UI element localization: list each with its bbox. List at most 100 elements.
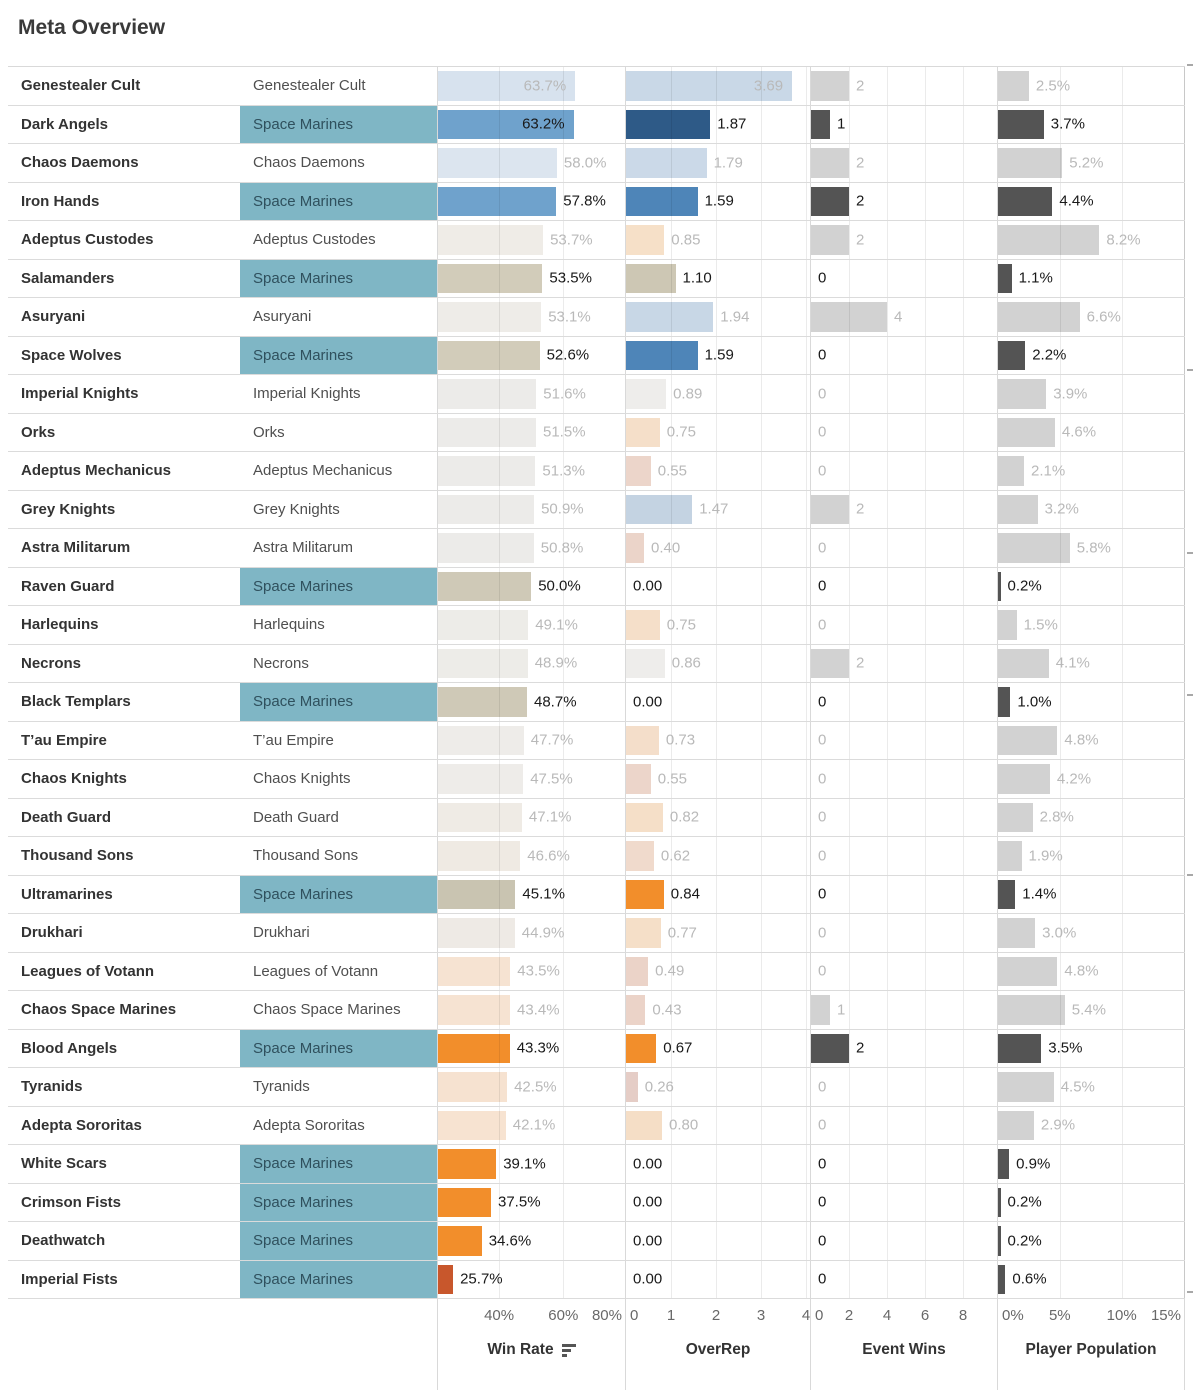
overrep-bar[interactable] [626, 533, 644, 563]
overrep-bar[interactable] [626, 71, 793, 101]
win-rate-bar[interactable] [438, 687, 527, 717]
overrep-bar[interactable] [626, 186, 698, 216]
overrep-bar[interactable] [626, 456, 651, 486]
faction-name-cell[interactable]: T’au Empire [21, 731, 107, 749]
faction-name-cell[interactable]: Asuryani [21, 308, 86, 326]
overrep-bar[interactable] [626, 225, 665, 255]
event-wins-bar[interactable] [811, 1033, 849, 1063]
win-rate-bar[interactable] [438, 841, 521, 871]
faction-name-cell[interactable]: Crimson Fists [21, 1193, 122, 1211]
overrep-bar[interactable] [626, 148, 707, 178]
player-population-bar[interactable] [998, 1226, 1001, 1256]
faction-name-cell[interactable]: Harlequins [21, 616, 99, 634]
player-population-bar[interactable] [998, 841, 1022, 871]
faction-name-cell[interactable]: Astra Militarum [21, 539, 131, 557]
event-wins-bar[interactable] [811, 148, 849, 178]
parent-faction-cell[interactable]: Space Marines [240, 259, 437, 297]
overrep-bar[interactable] [626, 1110, 662, 1140]
faction-name-cell[interactable]: Tyranids [21, 1078, 83, 1096]
player-population-bar[interactable] [998, 918, 1036, 948]
player-population-bar[interactable] [998, 379, 1047, 409]
overrep-bar[interactable] [626, 379, 667, 409]
win-rate-bar[interactable] [438, 879, 516, 909]
overrep-bar[interactable] [626, 995, 646, 1025]
win-rate-bar[interactable] [438, 71, 576, 101]
win-rate-bar[interactable] [438, 571, 532, 601]
win-rate-bar[interactable] [438, 1187, 491, 1217]
faction-name-cell[interactable]: Imperial Knights [21, 385, 139, 403]
win-rate-bar[interactable] [438, 956, 511, 986]
parent-faction-cell[interactable]: Leagues of Votann [253, 962, 379, 980]
win-rate-bar[interactable] [438, 725, 524, 755]
win-rate-bar[interactable] [438, 379, 537, 409]
overrep-bar[interactable] [626, 648, 665, 678]
event-wins-bar[interactable] [811, 186, 849, 216]
faction-name-cell[interactable]: Raven Guard [21, 577, 115, 595]
win-rate-bar[interactable] [438, 533, 534, 563]
win-rate-bar[interactable] [438, 764, 524, 794]
player-population-bar[interactable] [998, 1072, 1054, 1102]
parent-faction-cell[interactable]: Necrons [253, 654, 309, 672]
player-population-bar[interactable] [998, 995, 1065, 1025]
parent-faction-cell[interactable]: Grey Knights [253, 500, 340, 518]
overrep-bar[interactable] [626, 610, 660, 640]
win-rate-bar[interactable] [438, 1149, 497, 1179]
parent-faction-cell[interactable]: Space Marines [240, 567, 437, 605]
faction-name-cell[interactable]: Drukhari [21, 924, 83, 942]
faction-name-cell[interactable]: Chaos Knights [21, 770, 127, 788]
overrep-bar[interactable] [626, 725, 659, 755]
faction-name-cell[interactable]: Leagues of Votann [21, 962, 155, 980]
faction-name-cell[interactable]: Salamanders [21, 269, 115, 287]
faction-name-cell[interactable]: Necrons [21, 654, 82, 672]
overrep-bar[interactable] [626, 494, 693, 524]
player-population-bar[interactable] [998, 648, 1049, 678]
faction-name-cell[interactable]: Space Wolves [21, 346, 122, 364]
overrep-bar[interactable] [626, 879, 664, 909]
player-population-bar[interactable] [998, 687, 1011, 717]
event-wins-bar[interactable] [811, 648, 849, 678]
player-population-bar[interactable] [998, 263, 1012, 293]
event-wins-bar[interactable] [811, 995, 830, 1025]
parent-faction-cell[interactable]: Chaos Knights [253, 770, 351, 788]
player-population-bar[interactable] [998, 802, 1033, 832]
parent-faction-cell[interactable]: Chaos Space Marines [253, 1001, 401, 1019]
parent-faction-cell[interactable]: Death Guard [253, 808, 339, 826]
parent-faction-cell[interactable]: Genestealer Cult [253, 77, 366, 95]
parent-faction-cell[interactable]: Space Marines [240, 1260, 437, 1298]
faction-name-cell[interactable]: Thousand Sons [21, 847, 134, 865]
overrep-bar[interactable] [626, 263, 676, 293]
faction-name-cell[interactable]: Deathwatch [21, 1232, 106, 1250]
parent-faction-cell[interactable]: Space Marines [240, 1222, 437, 1260]
player-population-bar[interactable] [998, 109, 1044, 139]
player-population-bar[interactable] [998, 417, 1055, 447]
faction-name-cell[interactable]: Genestealer Cult [21, 77, 141, 95]
faction-name-cell[interactable]: Chaos Space Marines [21, 1001, 177, 1019]
player-population-bar[interactable] [998, 956, 1058, 986]
faction-name-cell[interactable]: Ultramarines [21, 885, 113, 903]
player-population-bar[interactable] [998, 1264, 1006, 1294]
faction-name-cell[interactable]: Grey Knights [21, 500, 116, 518]
parent-faction-cell[interactable]: Space Marines [240, 182, 437, 220]
event-wins-bar[interactable] [811, 494, 849, 524]
event-wins-bar[interactable] [811, 71, 849, 101]
player-population-bar[interactable] [998, 533, 1070, 563]
faction-name-cell[interactable]: Orks [21, 423, 56, 441]
parent-faction-cell[interactable]: Chaos Daemons [253, 154, 365, 172]
player-population-bar[interactable] [998, 1149, 1010, 1179]
player-population-bar[interactable] [998, 879, 1016, 909]
overrep-bar[interactable] [626, 109, 711, 139]
parent-faction-cell[interactable]: Imperial Knights [253, 385, 361, 403]
win-rate-bar[interactable] [438, 456, 536, 486]
faction-name-cell[interactable]: Adeptus Custodes [21, 231, 154, 249]
parent-faction-cell[interactable]: Astra Militarum [253, 539, 354, 557]
player-population-bar[interactable] [998, 1033, 1042, 1063]
player-population-bar[interactable] [998, 494, 1038, 524]
player-population-bar[interactable] [998, 340, 1026, 370]
player-population-bar[interactable] [998, 225, 1100, 255]
win-rate-bar[interactable] [438, 263, 543, 293]
parent-faction-cell[interactable]: Adepta Sororitas [253, 1116, 365, 1134]
overrep-bar[interactable] [626, 956, 649, 986]
win-rate-bar[interactable] [438, 1072, 508, 1102]
event-wins-bar[interactable] [811, 225, 849, 255]
player-population-bar[interactable] [998, 1110, 1034, 1140]
